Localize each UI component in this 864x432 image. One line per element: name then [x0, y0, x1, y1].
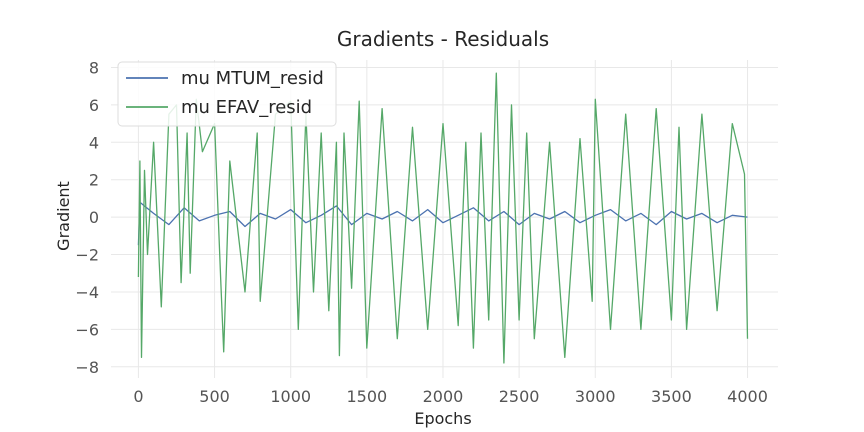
x-tick-label: 500 [199, 387, 230, 406]
x-axis-label: Epochs [414, 409, 471, 428]
ticks: 0 500 1000 1500 2000 2500 3000 3500 4000 −8 −6 −4 −2… [75, 58, 767, 406]
series-line-efav [137, 72, 749, 364]
y-tick-label: −2 [75, 246, 99, 265]
x-tick-label: 2500 [499, 387, 540, 406]
y-tick-label: −4 [75, 283, 99, 302]
x-tick-label: 1000 [270, 387, 311, 406]
x-tick-label: 0 [133, 387, 143, 406]
series-group [137, 72, 749, 364]
legend-box [117, 61, 337, 127]
y-axis-label: Gradient [54, 181, 73, 251]
series-line-mtum [137, 201, 748, 246]
y-tick-label: 8 [89, 58, 99, 77]
y-tick-label: 2 [89, 171, 99, 190]
legend-entry-label: mu MTUM_resid [181, 68, 324, 89]
x-tick-label: 1500 [346, 387, 387, 406]
y-tick-label: 0 [89, 208, 99, 227]
y-tick-label: 6 [89, 96, 99, 115]
y-tick-label: −6 [75, 320, 99, 339]
legend-entry-label: mu EFAV_resid [181, 97, 312, 118]
x-tick-label: 2000 [423, 387, 464, 406]
y-tick-label: 4 [89, 133, 99, 152]
x-tick-label: 3000 [575, 387, 616, 406]
x-tick-label: 3500 [651, 387, 692, 406]
chart-title: Gradients - Residuals [337, 27, 549, 51]
x-tick-label: 4000 [727, 387, 768, 406]
y-tick-label: −8 [75, 358, 99, 377]
